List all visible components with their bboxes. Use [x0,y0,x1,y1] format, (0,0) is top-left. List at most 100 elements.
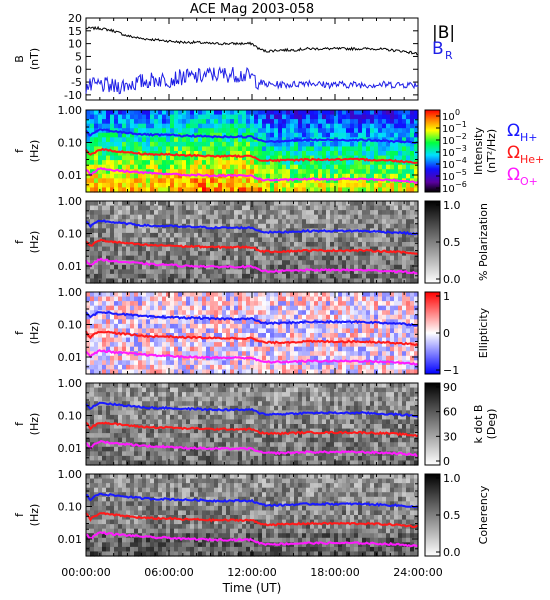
gyro-legend-symbol: Ω [507,121,520,141]
freq-tick-label: 0.01 [58,351,83,364]
freq-tick-label: 0.01 [58,533,83,546]
colorbar-label: Coherency [477,485,490,544]
legend-b-magnitude: |B| [432,23,455,43]
colorbar-tick-exponent: −3 [455,144,467,153]
colorbar-tick-label: 0 [443,455,450,468]
freq-axis-label: f [13,148,26,153]
colorbar-label: Intensity [472,127,485,175]
colorbar-tick-label: 1.0 [443,472,461,485]
freq-axis-label: f [13,330,26,335]
freq-tick-label: 0.01 [58,442,83,455]
freq-tick-label: 0.10 [58,137,83,150]
b-panel-y-unit: (nT) [28,48,41,70]
colorbar-label: Ellipticity [477,307,490,358]
x-tick-label: 06:00:00 [144,566,193,579]
colorbar-label-unit: (Deg) [485,409,498,440]
freq-tick-label: 1.00 [58,195,83,208]
x-tick-label: 18:00:00 [310,566,359,579]
freq-tick-label: 0.10 [58,319,83,332]
b-panel-y-label: B [13,55,26,63]
gyro-legend-subscript: O+ [520,175,538,188]
colorbar-tick-label: 0.5 [443,236,461,249]
gyro-curve-omega-he [85,238,419,256]
colorbar-tick-label: 1 [443,290,450,303]
freq-axis-unit: (Hz) [28,140,41,163]
colorbar-tick-exponent: −1 [455,120,467,129]
chart-title: ACE Mag 2003-058 [190,2,314,17]
freq-tick-label: 1.00 [58,468,83,481]
colorbar-k-dot-b: 90 60 30 0 k dot B (Deg) [424,381,498,468]
legend-br-subscript: R [445,49,453,62]
x-tick-label: 12:00:00 [227,566,276,579]
freq-axis-label: f [13,421,26,426]
colorbar-tick-exponent: 0 [455,108,460,117]
gyro-curve-omega-h [85,311,419,327]
b-panel-y-tick-label: 0 [75,63,82,76]
gyro-curve-omega-o [85,349,419,366]
gyro-curve-omega-he [85,147,419,165]
panel-polarization: 1.00 0.10 0.01 f (Hz) 1.0 0.5 0.0 % Polarization [13,195,490,286]
freq-tick-label: 1.00 [58,377,83,390]
gyro-legend-symbol: Ω [507,143,520,163]
colorbar-tick-exponent: −4 [455,156,467,165]
colorbar-tick-label: 90 [443,381,457,394]
freq-tick-label: 0.10 [58,228,83,241]
freq-tick-label: 0.01 [58,169,83,182]
colorbar-tick-label: 0.5 [443,509,461,522]
colorbar-tick-label: 0.0 [443,546,461,559]
gyrofrequency-legend: Ω H+Ω He+Ω O+ [507,121,544,188]
gyro-curve-omega-he [85,511,419,529]
colorbar-label-unit: (nT²/Hz) [485,129,498,173]
colorbar-tick-exponent: −2 [455,132,467,141]
colorbar-coherency: 1.0 0.5 0.0 Coherency [424,472,490,559]
gyro-curve-omega-h [85,219,419,236]
freq-tick-label: 0.10 [58,410,83,423]
colorbar-tick-label: 0 [443,327,450,340]
colorbar-tick-label: 1.0 [443,199,461,212]
colorbar-tick-base: 10 [442,124,455,135]
colorbar-tick-label: 30 [443,430,457,443]
freq-tick-label: 0.10 [58,501,83,514]
b-panel-y-tick-label: 15 [68,25,82,38]
freq-axis-unit: (Hz) [28,231,41,254]
colorbar-tick-base: 10 [442,184,455,195]
gyro-curve-omega-o [85,257,419,275]
colorbar-tick-base: 10 [442,172,455,183]
colorbar-tick-exponent: −5 [455,168,467,177]
gyro-curve-omega-h [85,492,419,509]
gyro-curve-omega-o [85,167,419,184]
gyro-legend-symbol: Ω [507,165,520,185]
freq-axis-unit: (Hz) [28,504,41,527]
colorbar-tick-base: 10 [442,112,455,123]
b-panel-y-tick-label: 5 [75,50,82,63]
gyro-curve-omega-h [85,401,419,418]
colorbar-tick-label: 60 [443,406,457,419]
gyro-curve-omega-he [85,421,419,438]
colorbar-tick-label: 0.0 [443,273,461,286]
panel-k-dot-b: 1.00 0.10 0.01 f (Hz) 90 60 30 0 k dot B (Deg) [13,377,498,468]
panel-coherency: 1.00 0.10 0.01 f (Hz) 1.0 0.5 0.0 Coherency [13,468,490,559]
gyro-legend-subscript: He+ [520,153,544,166]
gyro-legend-subscript: H+ [520,131,538,144]
colorbar-label: % Polarization [477,203,490,281]
freq-tick-label: 0.01 [58,260,83,273]
x-axis-label: Time (UT) [222,581,282,595]
b-panel-y-tick-label: 20 [68,12,82,25]
series-line-b-magnitude [85,25,419,56]
x-tick-label: 24:00:00 [393,566,442,579]
freq-axis-label: f [13,512,26,517]
b-panel-y-tick-label: 10 [68,38,82,51]
panel-ellipticity: 1.00 0.10 0.01 f (Hz) 1 0 −1 Ellipticity [13,286,490,377]
x-tick-label: 00:00:00 [61,566,110,579]
gyro-curve-omega-h [85,128,419,145]
freq-tick-label: 1.00 [58,104,83,117]
freq-axis-unit: (Hz) [28,322,41,345]
colorbar-tick-label: −1 [443,364,459,377]
colorbar-label: k dot B [472,405,485,444]
series-line-br [85,66,419,95]
gyro-curve-omega-he [85,330,419,347]
colorbar-tick-base: 10 [442,136,455,147]
